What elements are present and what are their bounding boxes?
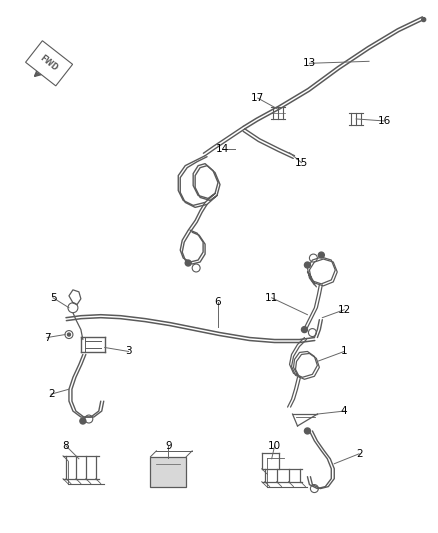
Text: 16: 16 [377, 116, 391, 126]
Text: 13: 13 [303, 58, 316, 68]
Circle shape [67, 333, 71, 336]
Circle shape [304, 428, 311, 434]
Text: FWD: FWD [39, 54, 60, 73]
Text: 3: 3 [125, 346, 132, 357]
Text: 6: 6 [215, 297, 221, 307]
Text: 4: 4 [341, 406, 347, 416]
Circle shape [80, 418, 86, 424]
Text: 5: 5 [50, 293, 57, 303]
Text: 14: 14 [215, 144, 229, 154]
FancyBboxPatch shape [150, 457, 186, 487]
Text: 10: 10 [268, 441, 281, 451]
Text: 17: 17 [251, 93, 265, 103]
Text: 12: 12 [338, 305, 351, 314]
Circle shape [185, 260, 191, 266]
Text: 15: 15 [295, 158, 308, 168]
Text: 7: 7 [44, 333, 50, 343]
Text: 9: 9 [165, 441, 172, 451]
Text: 11: 11 [265, 293, 278, 303]
Text: 8: 8 [63, 441, 69, 451]
Circle shape [301, 327, 307, 333]
Text: 2: 2 [356, 449, 362, 459]
Text: 1: 1 [341, 346, 347, 357]
Circle shape [304, 262, 311, 268]
Circle shape [422, 18, 426, 21]
Circle shape [318, 252, 324, 258]
Text: 2: 2 [48, 389, 54, 399]
